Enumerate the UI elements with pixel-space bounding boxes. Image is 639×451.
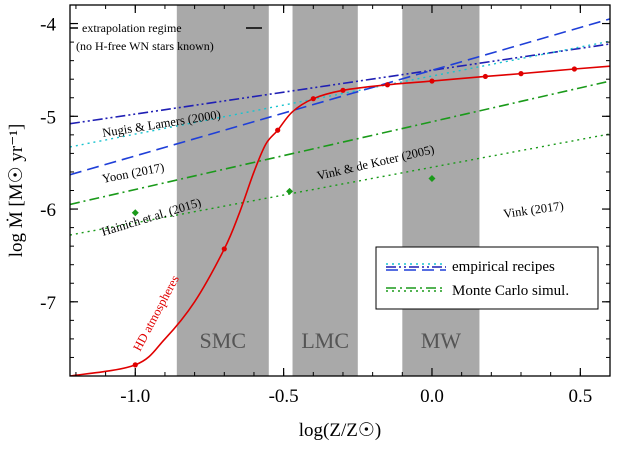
hd-marker-4 [340,87,346,93]
band-lmc [292,5,358,376]
x-tick-label: 0.5 [568,386,592,407]
y-axis-label: log Ṁ [M☉ yr⁻¹] [6,124,27,258]
series-label-hd: HD atmospheres [130,273,182,354]
band-label-lmc: LMC [301,328,349,353]
x-tick-label: -1.0 [120,386,150,407]
mc-point-0 [131,209,139,217]
extrapolation-label: extrapolation regime [82,21,182,35]
series-label-4: Vink (2017) [502,199,564,221]
band-mw [402,5,480,376]
band-smc [176,5,269,376]
legend-label-1: Monte Carlo simul. [452,283,569,299]
hd-marker-5 [384,82,391,88]
hd-marker-3 [310,96,316,102]
hd-marker-8 [518,71,524,77]
hd-marker-0 [132,362,138,368]
series-line-3 [70,80,610,206]
extrapolation-sublabel: (no H-free WN stars known) [76,39,214,53]
hd-marker-1 [221,246,227,252]
mc-point-1 [286,187,294,195]
y-tick-label: -6 [40,200,56,221]
series-label-1: Yoon (2017) [101,160,165,186]
y-tick-label: -4 [40,15,56,36]
band-label-mw: MW [421,328,462,353]
hd-marker-7 [482,73,488,80]
band-label-smc: SMC [200,328,246,353]
y-tick-label: -7 [40,293,56,314]
legend-box [375,246,599,310]
hd-marker-9 [571,66,577,72]
series-line-0 [70,43,610,125]
x-tick-label: -0.5 [269,386,299,407]
y-tick-label: -5 [40,107,56,128]
x-tick-label: 0.0 [420,386,444,407]
legend-label-0: empirical recipes [452,259,555,275]
x-axis-label: log(Z/Z☉) [299,420,381,441]
hd-marker-6 [429,78,435,84]
hd-marker-2 [275,127,281,133]
series-line-2 [70,18,610,176]
mc-point-2 [428,174,436,182]
series-line-5 [70,65,610,376]
